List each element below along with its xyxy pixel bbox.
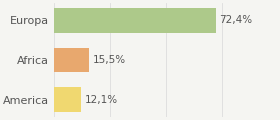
Text: 15,5%: 15,5% — [92, 55, 125, 65]
Bar — [54, 87, 81, 112]
Text: 72,4%: 72,4% — [219, 15, 252, 25]
Text: 12,1%: 12,1% — [85, 95, 118, 105]
Bar — [54, 48, 89, 72]
Bar — [54, 8, 216, 33]
